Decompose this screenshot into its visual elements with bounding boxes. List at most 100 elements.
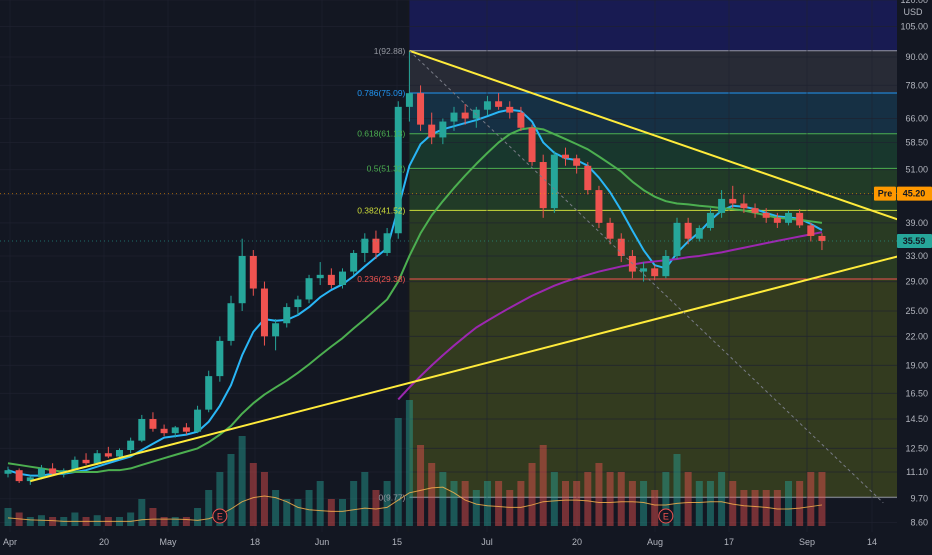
price-badge-value: 45.20 [903, 189, 926, 199]
candle-body[interactable] [684, 222, 692, 239]
earnings-marker[interactable] [212, 508, 228, 524]
volume-bar [4, 508, 12, 526]
candle-body[interactable] [283, 307, 291, 324]
candle-body[interactable] [428, 124, 436, 138]
candle-body[interactable] [606, 222, 614, 239]
volume-bar [93, 515, 101, 526]
candle-body[interactable] [562, 154, 569, 159]
candle-body[interactable] [350, 252, 358, 272]
candle-body[interactable] [617, 238, 625, 256]
candles[interactable] [4, 50, 826, 485]
fib-zone-2 [409, 92, 897, 134]
candle-body[interactable] [194, 409, 202, 432]
candle-body[interactable] [383, 233, 391, 253]
candle-body[interactable] [394, 106, 402, 234]
candle-body[interactable] [305, 278, 313, 300]
candle-body[interactable] [818, 235, 826, 241]
time-axis[interactable]: Apr 20 May 18 Jun 15 Jul 20 Aug 17 Sep 14 [3, 537, 877, 547]
candle-body[interactable] [372, 238, 380, 253]
candle-body[interactable] [205, 376, 213, 410]
candle-body[interactable] [49, 468, 57, 474]
candle-body[interactable] [751, 208, 759, 213]
candle-body[interactable] [417, 93, 425, 125]
candle-body[interactable] [673, 222, 681, 256]
candle-body[interactable] [149, 418, 157, 429]
candle-body[interactable] [506, 106, 514, 113]
candle-body[interactable] [762, 212, 770, 218]
candle-body[interactable] [361, 238, 369, 253]
candle-body[interactable] [651, 268, 659, 277]
candle-body[interactable] [227, 303, 235, 341]
candle-body[interactable] [182, 427, 190, 432]
candle-body[interactable] [773, 217, 781, 223]
candle-body[interactable] [785, 212, 792, 223]
price-tick-label: 90.00 [905, 52, 928, 62]
candle-body[interactable] [294, 299, 302, 308]
trendlines[interactable] [30, 49, 923, 504]
candle-body[interactable] [71, 459, 79, 471]
candle-body[interactable] [483, 101, 491, 110]
candle-body[interactable] [316, 274, 324, 279]
candle-body[interactable] [539, 162, 547, 209]
price-axis-panel[interactable] [897, 0, 932, 532]
candle-body[interactable] [450, 112, 458, 122]
time-axis-panel[interactable] [0, 532, 932, 550]
fib-zone-1 [409, 50, 897, 93]
candle-body[interactable] [550, 154, 558, 209]
volume-bar [528, 463, 536, 526]
candle-body[interactable] [327, 274, 335, 286]
candle-body[interactable] [138, 418, 146, 441]
candle-body[interactable] [595, 190, 603, 223]
candle-body[interactable] [729, 198, 737, 204]
candle-body[interactable] [495, 101, 503, 107]
candle-body[interactable] [339, 271, 346, 286]
trendline-0[interactable] [409, 49, 923, 229]
fibonacci-retracement[interactable] [407, 0, 897, 532]
candle-body[interactable] [4, 470, 12, 474]
candle-body[interactable] [461, 112, 469, 119]
earnings-marker[interactable] [658, 508, 674, 524]
volume-bar [272, 490, 280, 526]
candle-body[interactable] [127, 440, 135, 451]
candle-body[interactable] [37, 468, 45, 478]
candle-body[interactable] [573, 158, 581, 166]
candle-body[interactable] [528, 127, 536, 163]
candle-body[interactable] [706, 212, 714, 228]
candle-body[interactable] [93, 453, 101, 464]
candle-body[interactable] [82, 459, 90, 464]
candle-body[interactable] [640, 268, 648, 272]
candle-body[interactable] [171, 427, 179, 434]
candle-body[interactable] [238, 255, 246, 304]
time-tick-label: 18 [250, 537, 260, 547]
candle-body[interactable] [160, 428, 168, 434]
candle-body[interactable] [740, 203, 748, 209]
volume-bar [216, 472, 224, 526]
price-tick-label: 11.10 [906, 467, 928, 477]
candle-body[interactable] [796, 212, 804, 226]
volume-bar [372, 490, 380, 526]
price-tick-label: 19.00 [905, 360, 928, 370]
candle-body[interactable] [116, 450, 123, 457]
trendline-1[interactable] [30, 249, 923, 483]
candle-body[interactable] [517, 112, 525, 128]
candle-body[interactable] [26, 477, 34, 482]
candle-body[interactable] [260, 288, 268, 337]
candle-body[interactable] [695, 227, 703, 239]
volume-bar [785, 481, 792, 526]
candle-body[interactable] [104, 453, 112, 457]
candle-body[interactable] [272, 323, 280, 337]
candle-body[interactable] [249, 255, 257, 289]
candle-body[interactable] [807, 225, 815, 236]
candle-body[interactable] [584, 165, 592, 191]
candle-body[interactable] [718, 198, 726, 213]
candle-body[interactable] [15, 470, 23, 482]
candle-body[interactable] [662, 255, 670, 277]
fib-label-2: 0.618(61.13) [357, 129, 405, 139]
candle-body[interactable] [439, 121, 447, 138]
candle-body[interactable] [405, 93, 413, 107]
candle-body[interactable] [216, 340, 224, 377]
volume-bar [26, 517, 34, 526]
